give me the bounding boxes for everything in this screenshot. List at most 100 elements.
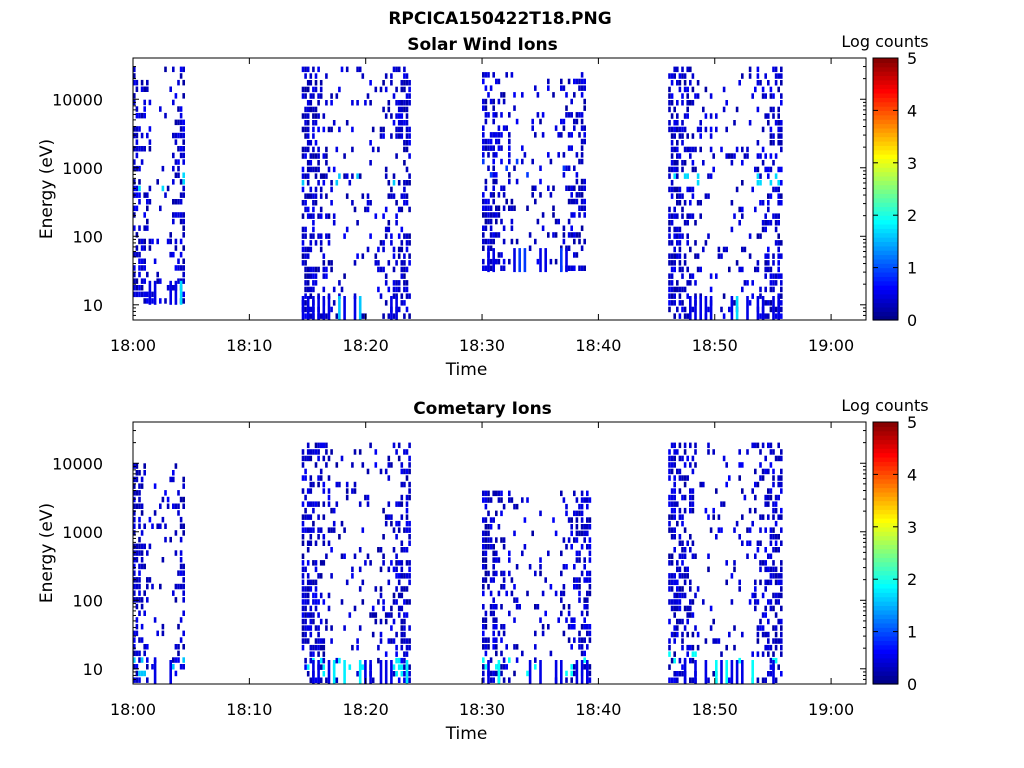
spectrogram-cell: [403, 527, 406, 533]
spectrogram-cell: [780, 638, 783, 644]
spectrogram-cell: [146, 583, 149, 590]
spectrogram-cell: [179, 106, 183, 112]
spectrogram-cell: [314, 266, 318, 273]
spectrogram-cell: [392, 442, 396, 449]
spectrogram-cell: [754, 494, 757, 501]
spectrogram-cell: [573, 624, 576, 630]
spectrogram-cell: [387, 100, 391, 106]
spectrogram-cell: [573, 664, 576, 670]
spectrogram-cell: [777, 186, 780, 193]
spectrogram-cell: [668, 93, 671, 99]
spectrogram-cell: [552, 517, 555, 523]
spectrogram-cell: [304, 507, 307, 514]
spectrogram-cell: [689, 644, 692, 651]
spectrogram-cell: [484, 570, 488, 577]
colorbar-segment: [873, 622, 898, 628]
spectrogram-cell: [725, 126, 728, 133]
spectrogram-cell: [492, 238, 495, 245]
spectrogram-cell: [135, 86, 139, 92]
spectrogram-cell: [720, 146, 723, 153]
spectrogram-cell: [580, 158, 584, 165]
spectrogram-cell: [676, 213, 679, 219]
spectrogram-cell: [371, 126, 375, 133]
spectrogram-cell: [670, 605, 674, 612]
spectrogram-cell: [735, 260, 739, 266]
spectrogram-cell: [317, 481, 320, 488]
spectrogram-cell: [319, 173, 323, 179]
spectrogram-cell: [676, 66, 679, 73]
spectrogram-cell: [312, 220, 315, 226]
spectrogram-cell: [489, 524, 493, 530]
spectrogram-cell: [780, 273, 783, 279]
spectrogram-cell: [761, 651, 765, 657]
spectrogram-cell: [761, 160, 765, 166]
spectrogram-cell: [500, 132, 503, 138]
spectrogram-cell: [330, 527, 333, 533]
spectrogram-cell: [741, 213, 744, 219]
spectrogram-cell: [772, 527, 775, 533]
spectrogram-cell: [725, 462, 728, 468]
spectrogram-cell: [497, 78, 501, 85]
colorbar-segment: [873, 136, 898, 142]
spectrogram-cell: [314, 173, 318, 179]
spectrogram-cell: [580, 178, 584, 185]
spectrogram-cell: [317, 534, 320, 540]
colorbar-segment: [873, 241, 898, 247]
spectrogram-cell: [562, 125, 566, 131]
spectrogram-cell: [554, 530, 558, 537]
colorbar-segment: [873, 193, 898, 199]
colorbar-segment: [873, 504, 898, 510]
spectrogram-cell: [681, 494, 684, 501]
spectrogram-cell: [759, 625, 762, 631]
spectrogram-cell: [500, 664, 503, 670]
spectrogram-cell: [172, 470, 175, 476]
spectrogram-cell: [395, 113, 398, 119]
y-tick-label: 100: [72, 591, 103, 610]
spectrogram-cell: [668, 273, 671, 279]
spectrogram-cell: [681, 664, 684, 670]
x-tick-label: 18:40: [575, 336, 621, 355]
spectrogram-cell: [578, 232, 581, 238]
spectrogram-cell: [322, 286, 326, 293]
spectrogram-cell: [140, 476, 144, 483]
spectrogram-cell: [580, 192, 584, 198]
spectrogram-cell: [489, 98, 493, 105]
spectrogram-cell: [395, 501, 398, 507]
spectrogram-cell: [683, 173, 687, 179]
spectrogram-cell: [733, 120, 736, 126]
spectrogram-cell: [133, 179, 136, 185]
spectrogram-cell: [683, 527, 687, 533]
spectrogram-cell: [761, 200, 765, 206]
spectrogram-cell: [686, 618, 689, 625]
spectrogram-cell: [182, 291, 185, 298]
spectrogram-cell: [384, 660, 388, 684]
spectrogram-cell: [673, 462, 676, 468]
spectrogram-cell: [482, 205, 485, 211]
spectrogram-cell: [384, 113, 388, 119]
spectrogram-cell: [325, 146, 328, 153]
spectrogram-cell: [138, 251, 141, 258]
spectrogram-cell: [774, 638, 778, 644]
spectrogram-cell: [502, 125, 506, 131]
spectrogram-cell: [343, 625, 346, 631]
spectrogram-cell: [387, 220, 391, 226]
spectrogram-cell: [304, 592, 307, 599]
spectrogram-cell: [502, 624, 506, 630]
spectrogram-cell: [327, 213, 331, 219]
spectrogram-cell: [541, 624, 545, 630]
spectrogram-cell: [489, 218, 493, 225]
spectrogram-cell: [397, 120, 401, 126]
spectrogram-cell: [484, 85, 488, 91]
spectrogram-cell: [681, 631, 684, 638]
spectrogram-cell: [676, 166, 679, 173]
spectrogram-cell: [678, 657, 682, 664]
spectrogram-cell: [312, 449, 315, 455]
spectrogram-cell: [138, 179, 141, 185]
spectrogram-cell: [484, 503, 488, 510]
spectrogram-cell: [384, 280, 388, 286]
spectrogram-cell: [774, 80, 778, 86]
spectrogram-cell: [301, 586, 305, 592]
spectrogram-cell: [492, 152, 495, 158]
x-tick-label: 18:10: [226, 336, 272, 355]
